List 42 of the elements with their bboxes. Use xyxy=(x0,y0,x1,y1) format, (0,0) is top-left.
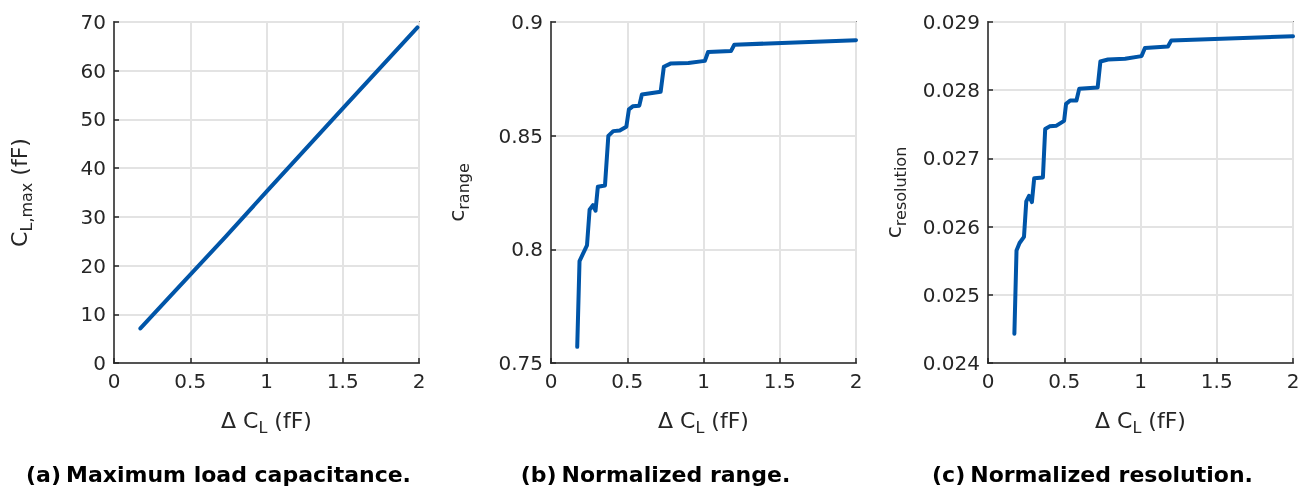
y-axis-title: crange xyxy=(443,163,473,222)
x-tick-label: 1 xyxy=(697,369,710,393)
x-tick-label: 2 xyxy=(1286,369,1300,393)
y-tick-label: 50 xyxy=(80,107,106,132)
y-tick-label: 0.025 xyxy=(922,282,980,307)
y-tick-label: 20 xyxy=(80,253,106,278)
y-tick-label: 40 xyxy=(80,156,106,181)
text: (b) Normalized range. xyxy=(520,461,791,487)
x-tick-label: 1.5 xyxy=(326,369,359,393)
x-tick-label: 0.5 xyxy=(1048,369,1081,393)
x-tick-label: 0.5 xyxy=(611,369,644,393)
y-tick-label: 60 xyxy=(80,58,106,83)
x-tick-label: 0 xyxy=(544,369,558,393)
y-tick-label: 0.024 xyxy=(922,351,980,375)
x-tick-label: 1 xyxy=(260,369,273,393)
y-tick-label: 0.8 xyxy=(511,237,543,262)
y-tick-label: 0.85 xyxy=(498,123,543,148)
y-axis-title: cresolution xyxy=(880,146,910,239)
y-axis-title: CL,max (fF) xyxy=(6,138,36,247)
x-tick-label: 2 xyxy=(412,369,426,393)
y-tick-label: 0 xyxy=(93,351,106,375)
y-tick-label: 0.029 xyxy=(922,10,980,34)
y-tick-label: 0.028 xyxy=(922,78,980,103)
line-series xyxy=(575,38,858,349)
y-tick-label: 30 xyxy=(80,204,106,229)
x-tick-label: 2 xyxy=(849,369,863,393)
x-tick-label: 0.5 xyxy=(174,369,207,393)
line-series xyxy=(138,25,420,331)
y-tick-label: 0.027 xyxy=(922,146,980,171)
text: (a) Maximum load capacitance. xyxy=(26,461,411,487)
x-tick-label: 1 xyxy=(1134,369,1147,393)
line-series xyxy=(1012,34,1295,336)
text: (c) Normalized resolution. xyxy=(932,461,1253,487)
x-tick-label: 1.5 xyxy=(1200,369,1233,393)
x-tick-label: 1.5 xyxy=(763,369,796,393)
y-tick-label: 0.75 xyxy=(498,351,543,375)
x-tick-label: 0 xyxy=(981,369,995,393)
x-tick-label: 0 xyxy=(107,369,121,393)
y-tick-label: 0.9 xyxy=(511,10,543,34)
y-tick-label: 10 xyxy=(80,302,106,327)
y-tick-label: 0.026 xyxy=(922,214,980,239)
y-tick-label: 70 xyxy=(80,10,106,34)
